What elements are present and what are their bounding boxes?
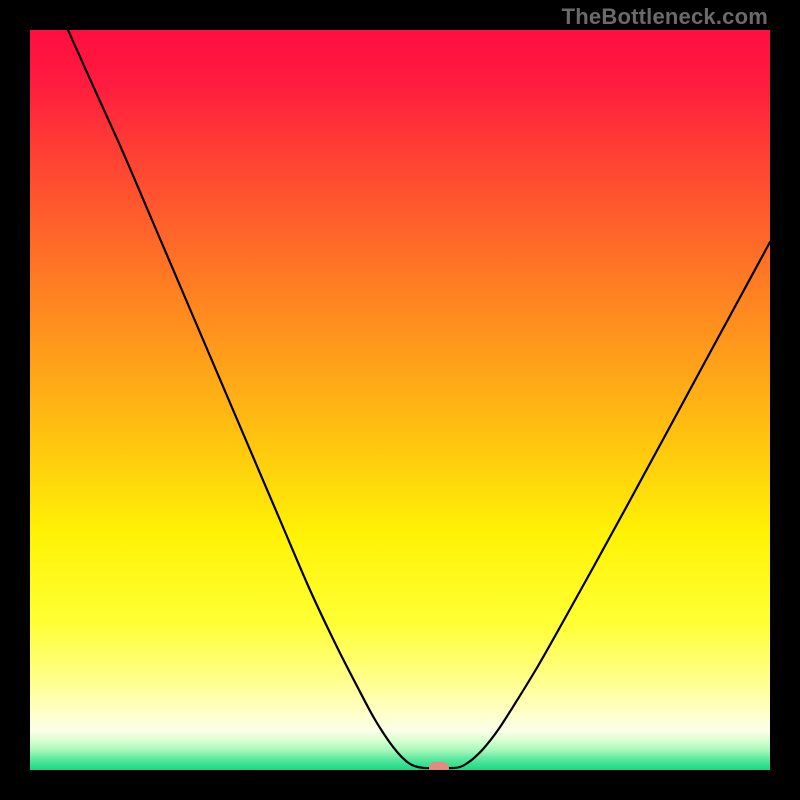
target-marker [429,762,449,770]
bottleneck-chart-svg [30,30,770,770]
watermark-text: TheBottleneck.com [562,4,768,30]
gradient-background [30,30,770,770]
plot-area [30,30,770,770]
figure-frame: TheBottleneck.com [0,0,800,800]
